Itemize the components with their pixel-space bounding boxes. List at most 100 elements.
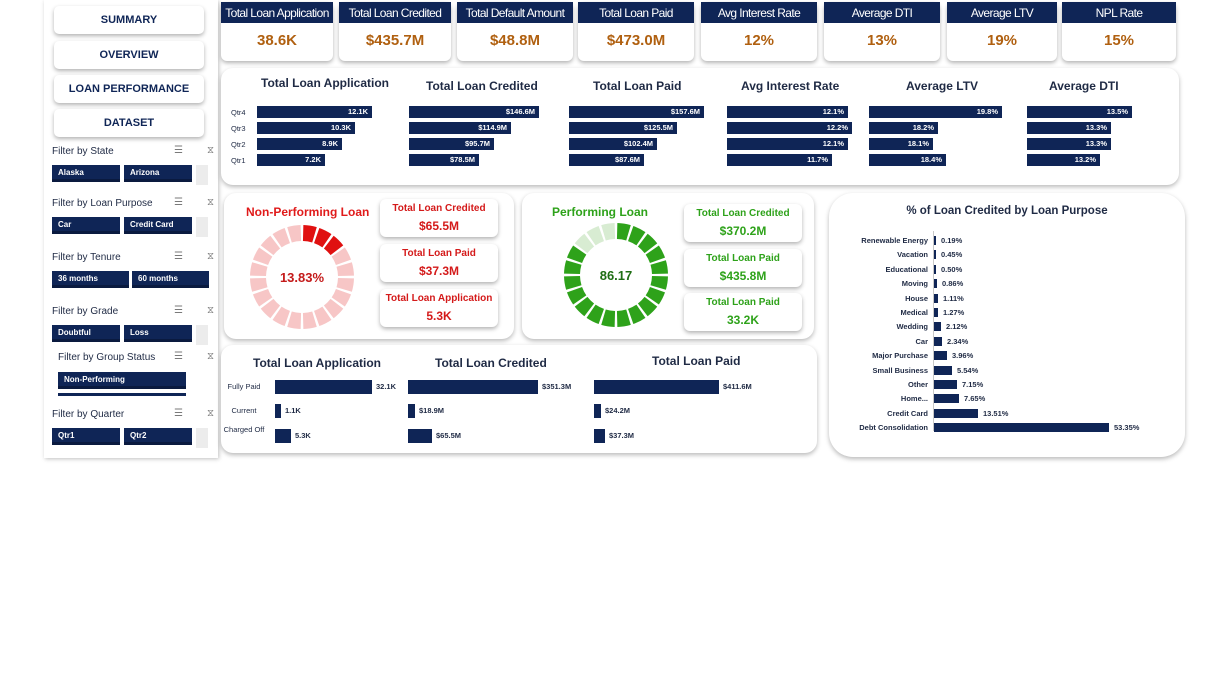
quarter-label: Qtr4 bbox=[231, 108, 246, 117]
quarter-bar bbox=[727, 122, 852, 134]
donut-segment bbox=[601, 223, 616, 241]
filter-chip[interactable]: Non-Performing bbox=[58, 372, 186, 389]
bar-value-label: 18.2% bbox=[912, 123, 934, 132]
metric-card: Total Loan Paid $37.3M bbox=[380, 244, 498, 282]
purpose-value-label: 3.96% bbox=[952, 351, 974, 361]
donut-segment bbox=[260, 235, 281, 256]
clear-filter-icon[interactable]: ⧖ bbox=[206, 197, 214, 208]
donut-segment bbox=[628, 225, 646, 246]
bar-value-label: 12.1% bbox=[822, 139, 844, 148]
bar-value-label: 7.2K bbox=[305, 155, 321, 164]
donut-segment bbox=[314, 227, 332, 248]
purpose-bar bbox=[934, 293, 938, 303]
filter-chip[interactable]: 36 months bbox=[52, 271, 129, 288]
multi-select-icon[interactable]: ☰ bbox=[174, 145, 183, 156]
multi-select-icon[interactable]: ☰ bbox=[174, 197, 183, 208]
kpi-tile: Total Loan Application 38.6K bbox=[221, 2, 333, 61]
filter-label: Filter by Group Status bbox=[58, 352, 156, 363]
quarter-bar bbox=[1027, 138, 1111, 150]
bar-value-label: 13.5% bbox=[1106, 107, 1128, 116]
purpose-bar bbox=[934, 351, 947, 361]
bar-value-label: $78.5M bbox=[449, 155, 475, 164]
multi-select-icon[interactable]: ☰ bbox=[174, 408, 183, 419]
bar-value-label: 1.1K bbox=[285, 406, 301, 415]
filter-scrollbar[interactable] bbox=[196, 165, 208, 185]
quarter-bar bbox=[1027, 106, 1132, 118]
clear-filter-icon[interactable]: ⧖ bbox=[206, 251, 214, 262]
filter-chip[interactable]: Credit Card bbox=[124, 217, 192, 234]
donut-segment bbox=[336, 262, 354, 277]
filter-scrollbar[interactable] bbox=[196, 325, 208, 345]
donut-segment bbox=[628, 304, 646, 325]
kpi-tile: Average LTV 19% bbox=[947, 2, 1057, 61]
filter-chip[interactable]: Alaska bbox=[52, 165, 120, 182]
purpose-bar bbox=[934, 250, 936, 260]
purpose-label: Renewable Energy bbox=[861, 236, 928, 245]
summary-button[interactable]: SUMMARY bbox=[54, 6, 204, 34]
sidebar: SUMMARY OVERVIEW LOAN PERFORMANCE DATASE… bbox=[44, 0, 218, 458]
purpose-bar bbox=[934, 423, 1109, 433]
donut-segment bbox=[250, 277, 268, 292]
multi-select-icon[interactable]: ☰ bbox=[174, 351, 183, 362]
kpi-value: 38.6K bbox=[256, 32, 298, 49]
kpi-title: Average DTI bbox=[824, 2, 940, 23]
bar-value-label: 5.3K bbox=[295, 431, 311, 440]
filter-scrollbar[interactable] bbox=[196, 428, 208, 448]
quarter-bar bbox=[257, 122, 355, 134]
bar-value-label: 8.9K bbox=[322, 139, 338, 148]
filter-chip[interactable]: Arizona bbox=[124, 165, 192, 182]
chart-title: Total Loan Credited bbox=[435, 356, 547, 370]
filter-chip[interactable]: Qtr2 bbox=[124, 428, 192, 445]
quarter-bar bbox=[869, 122, 938, 134]
bar-value-label: 18.1% bbox=[907, 139, 929, 148]
quarter-bar bbox=[569, 106, 704, 118]
loan-performance-button[interactable]: LOAN PERFORMANCE bbox=[54, 75, 204, 103]
filter-chip[interactable]: Qtr1 bbox=[52, 428, 120, 445]
status-bar bbox=[275, 404, 281, 418]
multi-select-icon[interactable]: ☰ bbox=[174, 305, 183, 316]
bar-value-label: 11.7% bbox=[807, 155, 828, 164]
clear-filter-icon[interactable]: ⧖ bbox=[206, 305, 214, 316]
chart-title: Total Loan Paid bbox=[593, 79, 682, 93]
filter-icons: ☰ ⧖ bbox=[174, 351, 214, 362]
filter-chip[interactable]: 60 months bbox=[132, 271, 209, 288]
quarter-label: Qtr1 bbox=[231, 156, 246, 165]
donut-segment bbox=[564, 275, 582, 290]
overview-button[interactable]: OVERVIEW bbox=[54, 41, 204, 69]
purpose-label: Wedding bbox=[896, 322, 928, 332]
kpi-title: Average LTV bbox=[947, 2, 1057, 23]
bar-value-label: 13.3% bbox=[1085, 139, 1107, 148]
chart-title: Total Loan Application bbox=[253, 356, 381, 370]
kpi-tile: Total Loan Paid $473.0M bbox=[578, 2, 694, 61]
filter-scrollbar[interactable] bbox=[196, 217, 208, 237]
bar-value-label: 18.4% bbox=[920, 155, 942, 164]
dataset-button[interactable]: DATASET bbox=[54, 109, 204, 137]
kpi-value: $48.8M bbox=[489, 32, 541, 49]
purpose-value-label: 0.19% bbox=[941, 236, 963, 245]
kpi-tile: Average DTI 13% bbox=[824, 2, 940, 61]
chart-title: Avg Interest Rate bbox=[741, 79, 840, 93]
donut-segment bbox=[302, 311, 317, 329]
status-label: Charged Off bbox=[223, 425, 265, 434]
filter-chip[interactable]: Doubtful bbox=[52, 325, 120, 342]
multi-select-icon[interactable]: ☰ bbox=[174, 251, 183, 262]
bar-value-label: $18.9M bbox=[419, 406, 445, 415]
filter-chip[interactable]: Car bbox=[52, 217, 120, 234]
metric-value: 5.3K bbox=[426, 309, 452, 323]
donut-segment bbox=[601, 309, 616, 327]
purpose-value-label: 0.45% bbox=[941, 250, 963, 260]
bar-value-label: $87.6M bbox=[614, 155, 640, 164]
clear-filter-icon[interactable]: ⧖ bbox=[206, 145, 214, 156]
metric-card: Total Loan Credited $65.5M bbox=[380, 199, 498, 237]
bar-value-label: $65.5M bbox=[436, 431, 462, 440]
clear-filter-icon[interactable]: ⧖ bbox=[206, 408, 214, 419]
donut-segment bbox=[287, 311, 302, 329]
filter-label: Filter by Grade bbox=[52, 306, 119, 317]
purpose-label: Small Business bbox=[872, 365, 928, 375]
clear-filter-icon[interactable]: ⧖ bbox=[206, 351, 214, 362]
donut-segment bbox=[272, 227, 290, 248]
filter-chip[interactable]: Loss bbox=[124, 325, 192, 342]
purpose-value-label: 0.50% bbox=[941, 264, 963, 274]
metric-title: Total Loan Credited bbox=[696, 208, 790, 219]
metric-value: $370.2M bbox=[719, 224, 767, 238]
